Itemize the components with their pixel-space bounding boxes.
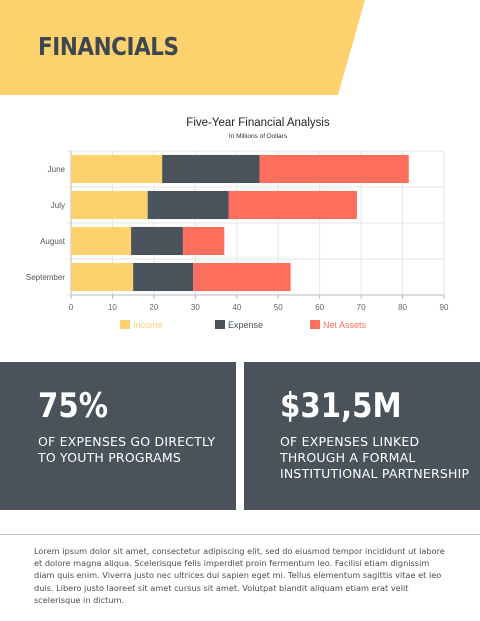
bar-expense bbox=[147, 190, 229, 220]
bar-income bbox=[71, 262, 134, 292]
bar-income bbox=[71, 226, 132, 256]
stat-panel-partnership: $31,5M OF EXPENSES LINKED THROUGH A FORM… bbox=[244, 362, 480, 510]
bar-net-assets bbox=[193, 262, 291, 292]
chart-subtitle: In Millions of Dollars bbox=[229, 133, 288, 140]
y-tick-label: July bbox=[51, 201, 65, 210]
stat-description: OF EXPENSES GO DIRECTLY TO YOUTH PROGRAM… bbox=[38, 434, 216, 465]
bar-expense bbox=[131, 226, 183, 256]
legend-swatch bbox=[310, 320, 320, 329]
x-tick-label: 70 bbox=[357, 303, 366, 312]
legend-swatch bbox=[120, 320, 130, 329]
bar-expense bbox=[162, 154, 260, 184]
x-tick-label: 20 bbox=[149, 303, 158, 312]
bar-net-assets bbox=[228, 190, 357, 220]
x-tick-label: 90 bbox=[440, 303, 449, 312]
x-tick-label: 0 bbox=[69, 303, 74, 312]
x-tick-label: 30 bbox=[191, 303, 200, 312]
stat-value: 75% bbox=[38, 386, 108, 426]
y-tick-label: September bbox=[26, 273, 65, 282]
financial-chart: Five-Year Financial Analysis In Millions … bbox=[0, 108, 480, 348]
body-paragraph: Lorem ipsum dolor sit amet, consectetur … bbox=[34, 546, 445, 605]
bar-net-assets bbox=[182, 226, 225, 256]
stats-section: 75% OF EXPENSES GO DIRECTLY TO YOUTH PRO… bbox=[0, 362, 480, 510]
y-tick-label: August bbox=[40, 237, 66, 246]
legend-label: Net Assets bbox=[323, 320, 367, 330]
banner-shape bbox=[0, 0, 365, 95]
bar-income bbox=[71, 154, 163, 184]
page-title: FINANCIALS bbox=[38, 32, 179, 61]
legend-swatch bbox=[215, 320, 225, 329]
stat-value: $31,5M bbox=[280, 386, 402, 426]
bar-expense bbox=[133, 262, 194, 292]
bar-net-assets bbox=[259, 154, 409, 184]
header-banner: FINANCIALS bbox=[0, 0, 480, 95]
x-tick-label: 50 bbox=[274, 303, 283, 312]
chart-svg: Five-Year Financial Analysis In Millions … bbox=[26, 117, 449, 330]
x-tick-label: 60 bbox=[315, 303, 324, 312]
x-tick-label: 80 bbox=[398, 303, 407, 312]
y-tick-label: June bbox=[48, 165, 66, 174]
stat-panel-youth-programs: 75% OF EXPENSES GO DIRECTLY TO YOUTH PRO… bbox=[0, 362, 236, 510]
x-tick-label: 10 bbox=[108, 303, 117, 312]
stat-description: OF EXPENSES LINKED THROUGH A FORMAL INST… bbox=[280, 434, 470, 481]
legend-label: Expense bbox=[228, 320, 263, 330]
x-tick-label: 40 bbox=[232, 303, 241, 312]
section-divider bbox=[0, 534, 480, 535]
bar-income bbox=[71, 190, 148, 220]
chart-title: Five-Year Financial Analysis bbox=[186, 117, 330, 129]
legend-label: Income bbox=[133, 320, 163, 330]
